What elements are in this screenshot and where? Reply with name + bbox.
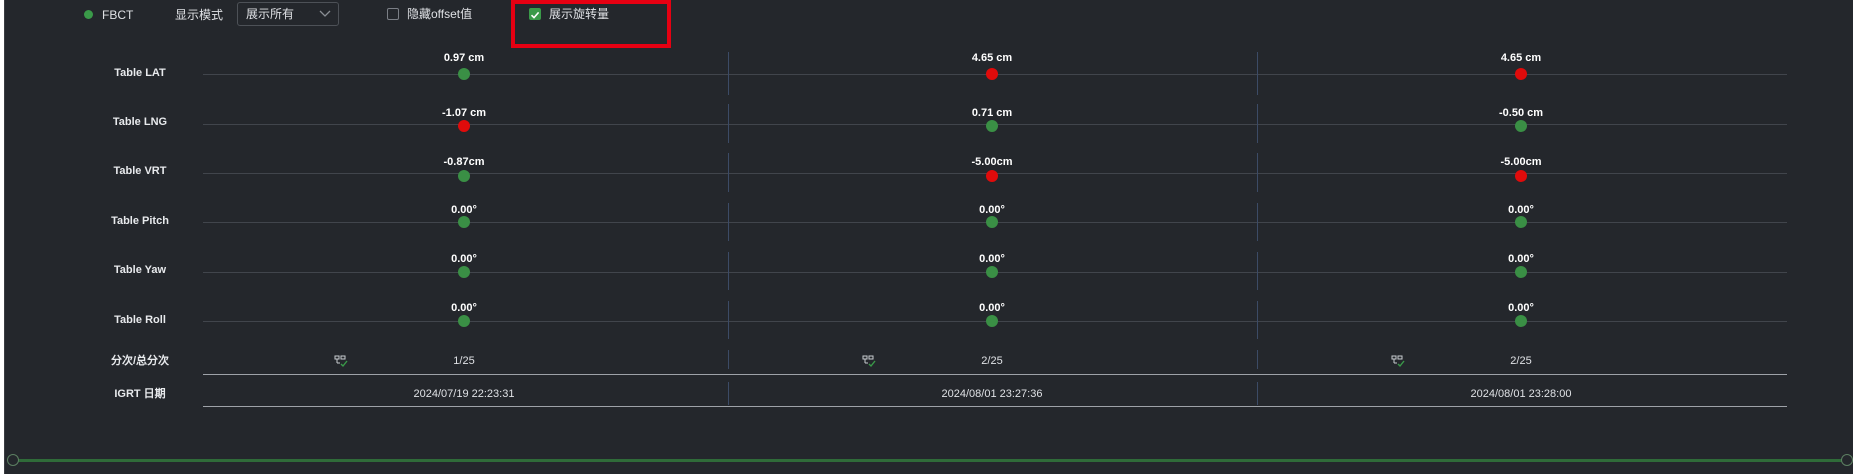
- tolerance-status-dot: [1515, 120, 1527, 132]
- column-separator: [728, 252, 729, 290]
- tolerance-status-dot: [1515, 170, 1527, 182]
- column-separator: [1257, 104, 1258, 143]
- offset-value-yaw: 0.00°: [451, 253, 477, 265]
- column-separator: [728, 203, 729, 241]
- column-separator: [1257, 301, 1258, 339]
- tolerance-status-dot: [1515, 216, 1527, 228]
- timeline-slider-track[interactable]: [13, 459, 1849, 462]
- column-separator: [728, 153, 729, 192]
- tolerance-status-dot: [986, 315, 998, 327]
- network-check-icon[interactable]: [334, 354, 350, 368]
- display-mode-select[interactable]: 展示所有: [237, 2, 339, 26]
- check-icon: [530, 11, 540, 19]
- offset-value-vrt: -5.00cm: [1500, 156, 1542, 168]
- column-separator: [728, 301, 729, 339]
- column-separator: [1257, 252, 1258, 290]
- offset-value-vrt: -0.87cm: [443, 156, 485, 168]
- offset-value-lat: 4.65 cm: [971, 52, 1013, 64]
- column-separator: [1257, 203, 1258, 241]
- row-line-fraction: [203, 374, 1787, 375]
- highlight-annotation-box: [511, 0, 671, 48]
- igrt-offset-panel: FBCT 显示模式 展示所有 隐藏offset值 展示旋转量 Table LAT…: [4, 0, 1853, 474]
- offset-value-pitch: 0.00°: [979, 204, 1005, 216]
- show-rotation-checkbox[interactable]: [529, 8, 541, 20]
- tolerance-status-dot: [986, 68, 998, 80]
- column-separator: [728, 350, 729, 369]
- tolerance-status-dot: [458, 315, 470, 327]
- network-check-icon[interactable]: [1391, 354, 1407, 368]
- timeline-slider-end-handle[interactable]: [1841, 454, 1853, 466]
- hide-offset-label[interactable]: 隐藏offset值: [407, 7, 473, 21]
- row-label-date: IGRT 日期: [114, 388, 166, 400]
- tolerance-status-dot: [458, 170, 470, 182]
- column-separator: [728, 104, 729, 143]
- tolerance-status-dot: [1515, 266, 1527, 278]
- tolerance-status-dot: [458, 216, 470, 228]
- tolerance-status-dot: [986, 266, 998, 278]
- offset-value-lat: 0.97 cm: [443, 52, 485, 64]
- igrt-date-value: 2024/08/01 23:27:36: [941, 388, 1043, 400]
- offset-value-yaw: 0.00°: [1508, 253, 1534, 265]
- offset-value-roll: 0.00°: [1508, 302, 1534, 314]
- network-check-icon[interactable]: [862, 354, 878, 368]
- tolerance-status-dot: [986, 170, 998, 182]
- tolerance-status-dot: [1515, 315, 1527, 327]
- display-mode-value: 展示所有: [246, 7, 295, 21]
- row-label-pitch: Table Pitch: [111, 215, 169, 227]
- offset-value-lng: -1.07 cm: [441, 107, 487, 119]
- offset-value-pitch: 0.00°: [1508, 204, 1534, 216]
- tolerance-status-dot: [458, 120, 470, 132]
- offset-value-lat: 4.65 cm: [1500, 52, 1542, 64]
- tolerance-status-dot: [986, 120, 998, 132]
- row-label-lng: Table LNG: [112, 116, 168, 128]
- hide-offset-checkbox[interactable]: [387, 8, 399, 20]
- tolerance-status-dot: [986, 216, 998, 228]
- row-line-date: [203, 406, 1787, 407]
- fraction-value: 2/25: [1510, 355, 1532, 367]
- row-label-yaw: Table Yaw: [113, 264, 167, 276]
- chevron-down-icon: [319, 10, 331, 17]
- offset-value-lng: -0.50 cm: [1498, 107, 1544, 119]
- fraction-value: 2/25: [981, 355, 1003, 367]
- timeline-slider-start-handle[interactable]: [7, 454, 19, 466]
- column-separator: [728, 382, 729, 405]
- column-separator: [728, 52, 729, 95]
- row-label-fraction: 分次/总分次: [110, 355, 170, 367]
- row-label-roll: Table Roll: [114, 314, 166, 326]
- tolerance-status-dot: [1515, 68, 1527, 80]
- offset-value-lng: 0.71 cm: [971, 107, 1013, 119]
- offset-value-roll: 0.00°: [451, 302, 477, 314]
- fraction-value: 1/25: [453, 355, 475, 367]
- offset-value-roll: 0.00°: [979, 302, 1005, 314]
- row-label-vrt: Table VRT: [113, 165, 167, 177]
- offset-value-vrt: -5.00cm: [971, 156, 1013, 168]
- display-mode-label: 显示模式: [175, 8, 224, 22]
- column-separator: [1257, 350, 1258, 369]
- igrt-date-value: 2024/07/19 22:23:31: [413, 388, 515, 400]
- tolerance-status-dot: [458, 266, 470, 278]
- column-separator: [1257, 382, 1258, 405]
- tolerance-status-dot: [458, 68, 470, 80]
- igrt-date-value: 2024/08/01 23:28:00: [1470, 388, 1572, 400]
- row-label-lat: Table LAT: [114, 67, 166, 79]
- status-dot-icon: [84, 10, 93, 19]
- show-rotation-label[interactable]: 展示旋转量: [549, 7, 610, 21]
- mode-name: FBCT: [102, 8, 134, 22]
- offset-value-yaw: 0.00°: [979, 253, 1005, 265]
- column-separator: [1257, 153, 1258, 192]
- column-separator: [1257, 52, 1258, 95]
- offset-value-pitch: 0.00°: [451, 204, 477, 216]
